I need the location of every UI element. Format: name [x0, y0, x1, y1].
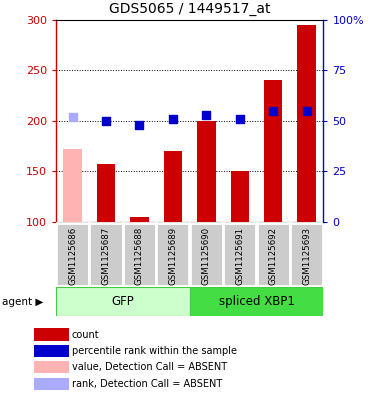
Point — [270, 108, 276, 114]
Bar — [34, 361, 69, 373]
Point — [203, 112, 209, 118]
Point — [69, 114, 75, 120]
Bar — [123, 223, 156, 286]
Bar — [223, 223, 256, 286]
Bar — [156, 223, 189, 286]
Bar — [56, 223, 89, 286]
Text: GSM1125688: GSM1125688 — [135, 227, 144, 285]
Text: GSM1125691: GSM1125691 — [235, 227, 244, 285]
Text: agent ▶: agent ▶ — [2, 297, 43, 307]
Bar — [290, 223, 323, 286]
Text: GSM1125687: GSM1125687 — [102, 227, 110, 285]
Bar — [56, 287, 189, 316]
Bar — [231, 171, 249, 222]
Bar — [34, 329, 69, 341]
Bar — [34, 345, 69, 357]
Text: GFP: GFP — [111, 295, 134, 308]
Bar — [190, 223, 223, 286]
Bar — [257, 223, 290, 286]
Text: rank, Detection Call = ABSENT: rank, Detection Call = ABSENT — [72, 379, 222, 389]
Bar — [130, 217, 149, 222]
Text: GSM1125689: GSM1125689 — [168, 227, 177, 285]
Bar — [264, 80, 283, 222]
Text: count: count — [72, 330, 100, 340]
Point — [304, 108, 310, 114]
Text: GSM1125686: GSM1125686 — [68, 227, 77, 285]
Bar — [164, 151, 182, 222]
Point — [103, 118, 109, 124]
Text: percentile rank within the sample: percentile rank within the sample — [72, 346, 237, 356]
Bar — [197, 121, 216, 222]
Point — [136, 122, 142, 128]
Bar — [64, 149, 82, 222]
Bar — [97, 164, 115, 222]
Bar — [89, 223, 122, 286]
Point — [237, 116, 243, 122]
Title: GDS5065 / 1449517_at: GDS5065 / 1449517_at — [109, 2, 270, 16]
Bar — [34, 378, 69, 390]
Point — [170, 116, 176, 122]
Text: spliced XBP1: spliced XBP1 — [219, 295, 295, 308]
Bar — [189, 287, 323, 316]
Bar — [298, 25, 316, 222]
Text: GSM1125693: GSM1125693 — [302, 227, 311, 285]
Text: GSM1125692: GSM1125692 — [269, 227, 278, 285]
Text: GSM1125690: GSM1125690 — [202, 227, 211, 285]
Text: value, Detection Call = ABSENT: value, Detection Call = ABSENT — [72, 362, 227, 372]
